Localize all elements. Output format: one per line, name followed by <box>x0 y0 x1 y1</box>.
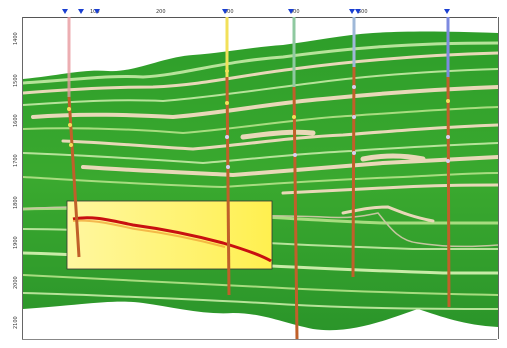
left-tick: 1500 <box>13 74 19 87</box>
well-track <box>351 66 356 278</box>
well-track <box>292 86 299 339</box>
left-tick: 1700 <box>13 154 19 167</box>
left-tick: 2100 <box>13 316 19 329</box>
left-tick: 2000 <box>13 276 19 289</box>
well-tracks <box>67 17 451 339</box>
seismic-section-svg[interactable] <box>23 17 498 339</box>
well-marker[interactable] <box>444 9 450 14</box>
well-track <box>446 76 451 308</box>
top-tick: 200 <box>156 9 166 15</box>
well-tops <box>67 69 450 169</box>
well-marker[interactable] <box>355 9 361 14</box>
seismic-section[interactable] <box>22 17 499 339</box>
left-tick: 1600 <box>13 114 19 127</box>
well-track <box>225 76 231 296</box>
well-marker[interactable] <box>94 9 100 14</box>
left-tick: 1800 <box>13 196 19 209</box>
top-tick: 300 <box>224 9 234 15</box>
well-marker[interactable] <box>62 9 68 14</box>
attribute-anomaly <box>72 216 272 263</box>
top-tick: 500 <box>358 9 368 15</box>
well-marker[interactable] <box>222 9 228 14</box>
top-tick: 400 <box>290 9 300 15</box>
bottom-ruler <box>22 339 497 345</box>
well-marker[interactable] <box>78 9 84 14</box>
well-marker[interactable] <box>288 9 294 14</box>
well-marker[interactable] <box>349 9 355 14</box>
attribute-anomaly-halo <box>72 219 226 248</box>
left-tick: 1900 <box>13 236 19 249</box>
left-tick: 1400 <box>13 32 19 45</box>
